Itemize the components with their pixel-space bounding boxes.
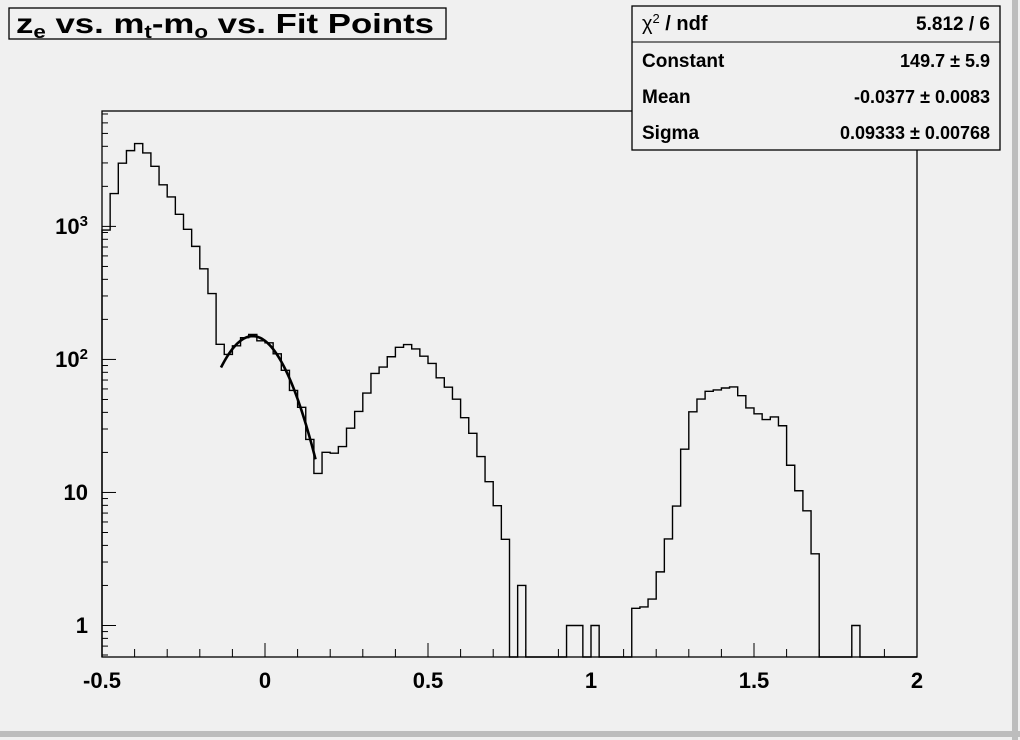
svg-text:2: 2	[911, 668, 923, 693]
svg-text:Mean: Mean	[642, 87, 691, 108]
svg-text:149.7 ± 5.9: 149.7 ± 5.9	[900, 51, 990, 71]
svg-text:1.5: 1.5	[739, 668, 770, 693]
svg-text:0.09333 ± 0.00768: 0.09333 ± 0.00768	[840, 123, 990, 143]
svg-text:1: 1	[585, 668, 597, 693]
svg-text:0.5: 0.5	[413, 668, 444, 693]
svg-text:χ2 / ndf: χ2 / ndf	[642, 11, 708, 35]
svg-text:ze vs. mt-mo vs. Fit Points: ze vs. m t-m o vs. Fit Points	[16, 8, 434, 42]
svg-text:1: 1	[76, 613, 88, 638]
svg-text:-0.5: -0.5	[83, 668, 121, 693]
svg-text:5.812 / 6: 5.812 / 6	[916, 14, 990, 35]
svg-text:-0.0377 ± 0.0083: -0.0377 ± 0.0083	[854, 87, 990, 107]
svg-text:0: 0	[259, 668, 271, 693]
svg-text:Sigma: Sigma	[642, 123, 699, 144]
svg-text:10: 10	[64, 480, 88, 505]
svg-text:Constant: Constant	[642, 51, 725, 72]
